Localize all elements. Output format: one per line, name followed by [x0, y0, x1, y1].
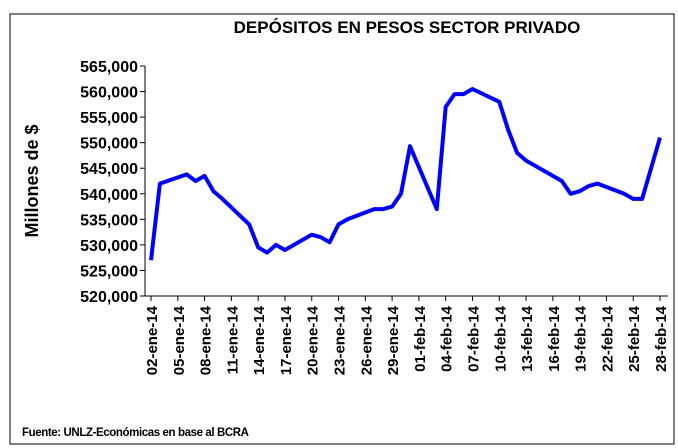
x-tick-label: 19-feb-14 [573, 305, 590, 372]
x-tick-label: 25-feb-14 [626, 305, 643, 372]
x-tick-label: 20-ene-14 [305, 305, 322, 375]
y-tick-label: 530,000 [80, 238, 138, 255]
y-tick-label: 540,000 [80, 187, 138, 204]
x-tick-label: 16-feb-14 [546, 305, 563, 372]
x-tick-label: 05-ene-14 [171, 305, 188, 375]
x-tick-label: 23-ene-14 [332, 305, 349, 375]
x-tick-label: 07-feb-14 [465, 305, 482, 372]
y-tick-label: 545,000 [80, 161, 138, 178]
y-tick-label: 560,000 [80, 85, 138, 102]
source-note: Fuente: UNLZ-Económicas en base al BCRA [22, 427, 249, 439]
y-tick-label: 555,000 [80, 110, 138, 127]
x-tick-label: 02-ene-14 [144, 305, 161, 375]
x-tick-label: 28-feb-14 [653, 305, 670, 372]
chart-frame [9, 13, 675, 445]
x-tick-label: 29-ene-14 [385, 305, 402, 375]
x-tick-label: 13-feb-14 [519, 305, 536, 372]
y-tick-label: 520,000 [80, 289, 138, 306]
x-tick-label: 22-feb-14 [599, 305, 616, 372]
x-tick-label: 26-ene-14 [358, 305, 375, 375]
x-tick-label: 14-ene-14 [251, 305, 268, 375]
y-axis-label: Millones de $ [22, 124, 42, 237]
x-tick-label: 11-ene-14 [224, 305, 241, 374]
x-tick-label: 17-ene-14 [278, 305, 295, 375]
y-tick-label: 535,000 [80, 212, 138, 229]
y-tick-label: 565,000 [80, 59, 138, 76]
y-tick-label: 525,000 [80, 263, 138, 280]
data-line [149, 87, 662, 261]
x-tick-label: 01-feb-14 [412, 305, 429, 372]
x-tick-label: 08-ene-14 [198, 305, 215, 375]
chart-title: DEPÓSITOS EN PESOS SECTOR PRIVADO [234, 18, 581, 37]
x-tick-label: 10-feb-14 [492, 305, 509, 372]
y-tick-label: 550,000 [80, 136, 138, 153]
x-tick-label: 04-feb-14 [439, 305, 456, 372]
